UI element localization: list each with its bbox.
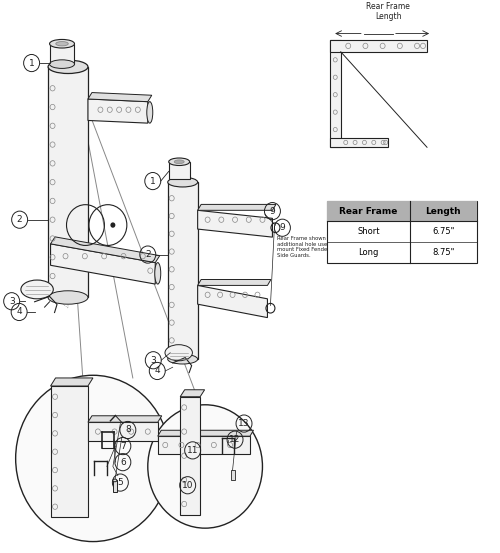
Circle shape xyxy=(16,375,170,541)
Polygon shape xyxy=(158,436,250,454)
Polygon shape xyxy=(180,390,204,397)
Text: 11: 11 xyxy=(187,446,198,455)
Polygon shape xyxy=(168,182,198,359)
Text: 1: 1 xyxy=(150,176,156,186)
Ellipse shape xyxy=(50,60,74,69)
Ellipse shape xyxy=(165,345,192,361)
Polygon shape xyxy=(50,244,156,284)
Polygon shape xyxy=(50,237,160,263)
Text: 12: 12 xyxy=(230,435,240,444)
Ellipse shape xyxy=(48,60,88,74)
Text: Long: Long xyxy=(358,248,378,257)
Text: Rear Frame: Rear Frame xyxy=(339,207,398,216)
Text: 13: 13 xyxy=(238,419,250,428)
Bar xyxy=(328,201,477,222)
Text: 5: 5 xyxy=(118,478,123,487)
Text: 2: 2 xyxy=(17,215,22,224)
Ellipse shape xyxy=(147,102,153,123)
Circle shape xyxy=(148,405,262,528)
Text: 6: 6 xyxy=(120,458,126,467)
Text: 4: 4 xyxy=(154,367,160,375)
Text: Rear Frame shown with
additional hole used to
mount Fixed Fender
Side Guards.: Rear Frame shown with additional hole us… xyxy=(278,236,339,258)
Ellipse shape xyxy=(155,263,160,284)
Ellipse shape xyxy=(50,39,74,48)
Polygon shape xyxy=(330,40,340,147)
Text: Short: Short xyxy=(357,227,380,236)
Polygon shape xyxy=(50,44,74,64)
Text: Length: Length xyxy=(426,207,461,216)
Text: 9: 9 xyxy=(280,223,285,232)
Text: Rear Frame
Length: Rear Frame Length xyxy=(366,2,410,21)
Text: 3: 3 xyxy=(9,297,15,306)
Polygon shape xyxy=(88,99,148,123)
Text: 9: 9 xyxy=(270,207,276,216)
Polygon shape xyxy=(231,470,234,480)
Polygon shape xyxy=(88,92,152,102)
Polygon shape xyxy=(88,416,162,422)
Polygon shape xyxy=(198,210,272,237)
Text: 6.75": 6.75" xyxy=(432,227,454,236)
Text: 10: 10 xyxy=(182,481,194,490)
Ellipse shape xyxy=(174,160,184,164)
Polygon shape xyxy=(88,422,158,441)
Ellipse shape xyxy=(168,158,190,165)
Polygon shape xyxy=(113,481,117,492)
Text: 1: 1 xyxy=(28,59,34,67)
Ellipse shape xyxy=(21,280,54,299)
Ellipse shape xyxy=(168,354,198,364)
Text: 4: 4 xyxy=(16,307,22,316)
Polygon shape xyxy=(198,285,268,317)
Polygon shape xyxy=(168,162,190,180)
Polygon shape xyxy=(198,205,276,210)
Text: 3: 3 xyxy=(150,356,156,365)
Polygon shape xyxy=(180,397,200,515)
Text: 8: 8 xyxy=(125,425,130,435)
Polygon shape xyxy=(48,67,88,298)
Ellipse shape xyxy=(113,479,117,482)
Polygon shape xyxy=(198,279,271,285)
Ellipse shape xyxy=(56,41,68,46)
Text: 8.75": 8.75" xyxy=(432,248,454,257)
Polygon shape xyxy=(50,378,93,386)
Polygon shape xyxy=(330,40,427,52)
Ellipse shape xyxy=(48,291,88,304)
Ellipse shape xyxy=(168,178,198,187)
Circle shape xyxy=(110,222,116,228)
Polygon shape xyxy=(50,386,88,518)
Polygon shape xyxy=(330,138,388,147)
Bar xyxy=(328,201,477,263)
Text: 2: 2 xyxy=(145,250,150,259)
Polygon shape xyxy=(158,430,254,436)
Text: 7: 7 xyxy=(120,442,126,451)
